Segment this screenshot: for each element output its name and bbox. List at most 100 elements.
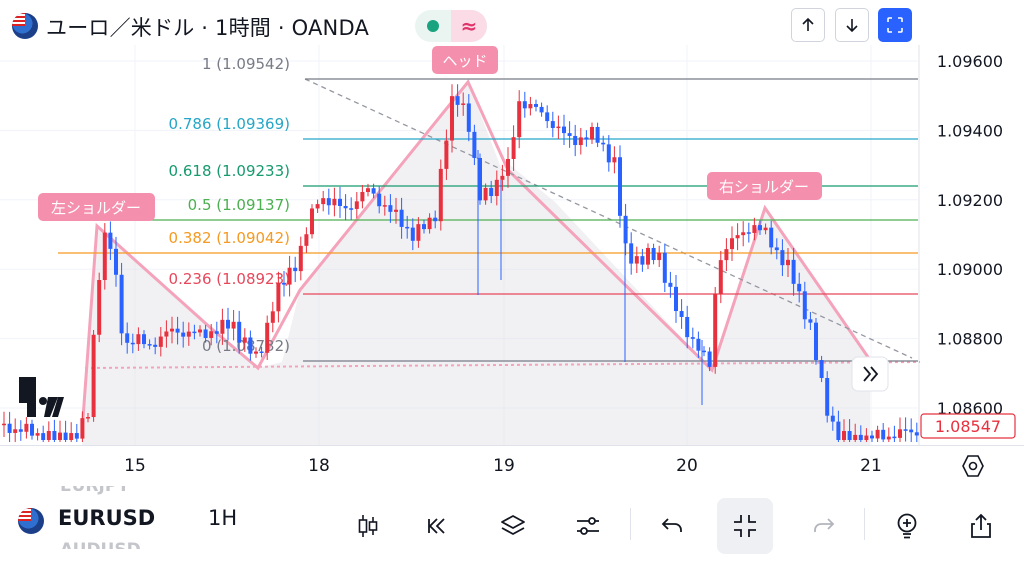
candle-body	[74, 433, 79, 439]
candle-body	[321, 198, 326, 205]
candle-body	[433, 217, 438, 222]
candle-body	[746, 232, 751, 234]
exit-fullscreen-button[interactable]	[717, 498, 773, 554]
candle-body	[696, 338, 701, 351]
indicators-icon	[577, 517, 599, 535]
candle-body	[735, 235, 740, 239]
candle-body	[668, 282, 673, 287]
candle-body	[130, 342, 135, 345]
candle-body	[914, 432, 919, 436]
candle-body	[584, 137, 589, 140]
candle-body	[343, 205, 348, 209]
pattern-labels: 左ショルダー ヘッド 右ショルダー	[38, 46, 822, 221]
candle-body	[522, 101, 527, 109]
candle-body	[13, 429, 18, 433]
layers-button[interactable]	[485, 498, 541, 554]
last-price-label: 1.08547	[935, 417, 1001, 436]
left-shoulder-badge	[38, 193, 155, 221]
candle-body	[534, 104, 538, 107]
interval-selector[interactable]: 1H	[208, 506, 238, 530]
candle-body	[125, 333, 130, 343]
candle-body	[298, 245, 303, 272]
scroll-up-button[interactable]	[791, 8, 825, 42]
candle-body	[769, 227, 774, 248]
candle-body	[472, 131, 477, 158]
redo-button[interactable]	[795, 498, 851, 554]
candle-body	[752, 225, 757, 233]
candle-body	[634, 256, 639, 264]
candle-body	[450, 96, 454, 141]
right-shoulder-badge	[707, 172, 822, 200]
candle-body	[870, 435, 874, 439]
candle-body	[242, 337, 247, 343]
candle-body	[41, 433, 46, 440]
last-price-badge	[920, 413, 1016, 439]
head-label: ヘッド	[442, 52, 487, 70]
toolbar-divider	[630, 508, 631, 540]
chart-grid	[0, 45, 920, 445]
candle-body	[528, 104, 533, 109]
candle-body	[46, 431, 51, 440]
market-status-pill[interactable]: ≈	[415, 10, 487, 42]
candle-body	[136, 334, 141, 345]
candle-body	[881, 429, 886, 440]
candle-body	[892, 436, 897, 439]
candle-body	[35, 433, 40, 436]
chart-title[interactable]: ユーロ／米ドル · 1時間 · OANDA	[46, 16, 370, 40]
candle-body	[265, 322, 270, 353]
candle-body	[674, 286, 678, 312]
candle-body	[494, 179, 499, 197]
candle-body	[338, 198, 342, 206]
candle-body	[186, 331, 191, 337]
fib-level-label: 0.236 (1.08923)	[169, 270, 290, 288]
candle-body	[511, 137, 516, 159]
candle-body	[326, 198, 331, 206]
candle-body	[483, 187, 488, 201]
neckline[interactable]	[84, 361, 921, 369]
fib-trend-line[interactable]	[304, 78, 913, 359]
candle-body	[461, 103, 466, 105]
scroll-to-latest-button[interactable]	[851, 356, 889, 392]
candle-body	[427, 217, 432, 230]
chart-settings-icon[interactable]	[960, 453, 986, 479]
candle-body	[842, 431, 846, 440]
candle-body	[500, 175, 505, 180]
candle-body	[797, 283, 802, 292]
candle-body	[394, 209, 398, 212]
time-axis[interactable]: 15 18 19 20 21	[0, 445, 1024, 486]
price-label: 1.09600	[937, 52, 1003, 71]
candle-body	[366, 188, 370, 193]
double-chevron-right-icon	[863, 366, 879, 382]
candle-body	[858, 434, 863, 440]
candle-body	[791, 259, 796, 284]
ideas-button[interactable]	[879, 498, 935, 554]
arrow-up-icon	[802, 17, 814, 31]
candle-body	[416, 224, 421, 241]
candle-body	[52, 431, 57, 440]
candle-body	[780, 250, 785, 266]
candle-body	[237, 321, 242, 343]
candle-body	[108, 232, 113, 249]
fib-level-label: 0.786 (1.09369)	[169, 115, 290, 133]
candle-body	[651, 247, 656, 261]
candle-body	[438, 168, 443, 222]
scroll-down-button[interactable]	[835, 8, 869, 42]
fib-level-label: 0.5 (1.09137)	[188, 196, 290, 214]
candle-body	[164, 331, 169, 337]
share-button[interactable]	[953, 498, 1009, 554]
candle-body	[478, 157, 482, 201]
next-symbol: AUDUSD	[60, 540, 141, 560]
candle-body	[248, 337, 253, 354]
replay-button[interactable]	[410, 498, 466, 554]
chart-pane[interactable]: 1 (1.09542) 0.786 (1.09369) 0.618 (1.09233…	[0, 45, 1024, 445]
price-chart[interactable]: 1 (1.09542) 0.786 (1.09369) 0.618 (1.09233…	[0, 45, 1024, 445]
indicators-button[interactable]	[560, 498, 616, 554]
fullscreen-button[interactable]	[878, 8, 912, 42]
candle-body	[287, 267, 292, 285]
chart-type-button[interactable]	[340, 498, 396, 554]
candle-body	[517, 101, 522, 138]
fibonacci-retracement[interactable]: 1 (1.09542) 0.786 (1.09369) 0.618 (1.09233…	[58, 55, 918, 362]
symbol-selector[interactable]: EURUSD	[58, 506, 156, 530]
price-axis[interactable]: 1.09600 1.09400 1.09200 1.09000 1.08800 1.086…	[920, 52, 1016, 439]
undo-button[interactable]	[645, 498, 701, 554]
